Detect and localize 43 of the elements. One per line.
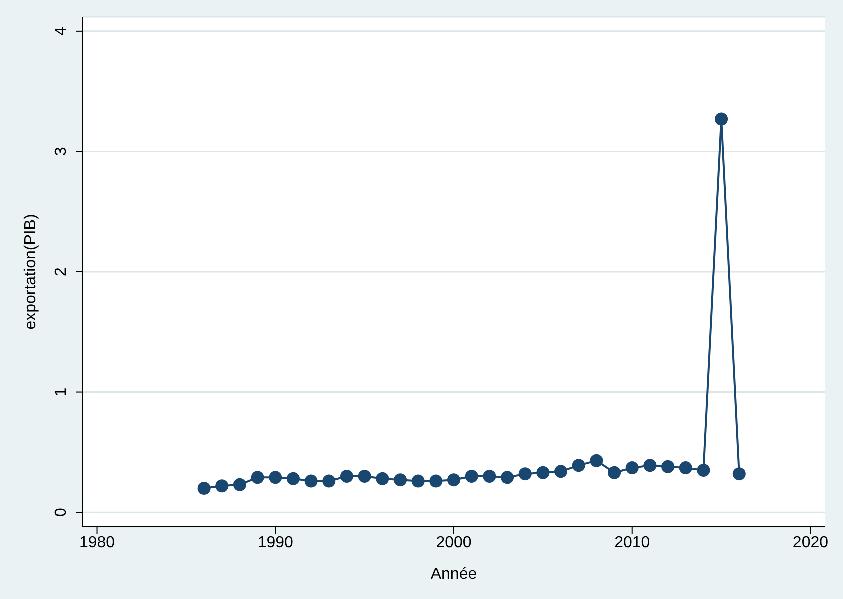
point <box>430 474 443 488</box>
x-tick-label: 2000 <box>436 534 472 552</box>
x-tick-label: 2020 <box>792 534 829 552</box>
point <box>626 462 639 475</box>
point <box>501 471 514 484</box>
point <box>536 466 550 480</box>
y-axis-title: exportation(PIB) <box>22 214 40 330</box>
point <box>697 464 710 477</box>
point <box>554 465 568 478</box>
y-tick-label: 3 <box>53 147 70 156</box>
point <box>679 462 692 475</box>
point <box>198 482 211 496</box>
x-tick-label: 1990 <box>258 534 294 552</box>
point <box>340 470 354 483</box>
point <box>448 474 460 487</box>
y-tick-label: 2 <box>53 267 70 276</box>
point <box>518 468 532 481</box>
x-axis-title: Année <box>430 566 478 583</box>
point <box>233 478 246 492</box>
point <box>465 470 478 483</box>
point <box>572 459 586 472</box>
x-tick-label: 2010 <box>614 534 650 552</box>
point <box>376 472 390 486</box>
point <box>322 474 336 488</box>
x-tick-label: 1980 <box>79 534 116 552</box>
point <box>251 471 264 484</box>
point <box>732 468 746 481</box>
y-tick-label: 1 <box>53 388 70 397</box>
point <box>304 474 318 488</box>
point <box>662 460 675 474</box>
point <box>394 474 407 487</box>
point <box>412 474 425 488</box>
y-tick-label: 0 <box>53 508 70 518</box>
point <box>269 471 282 484</box>
point <box>358 470 372 483</box>
point <box>483 470 496 483</box>
point <box>286 472 300 486</box>
point <box>590 454 604 468</box>
point <box>216 480 229 493</box>
point <box>608 466 622 480</box>
y-tick-label: 4 <box>53 26 70 36</box>
point <box>715 112 728 126</box>
point <box>644 459 657 472</box>
